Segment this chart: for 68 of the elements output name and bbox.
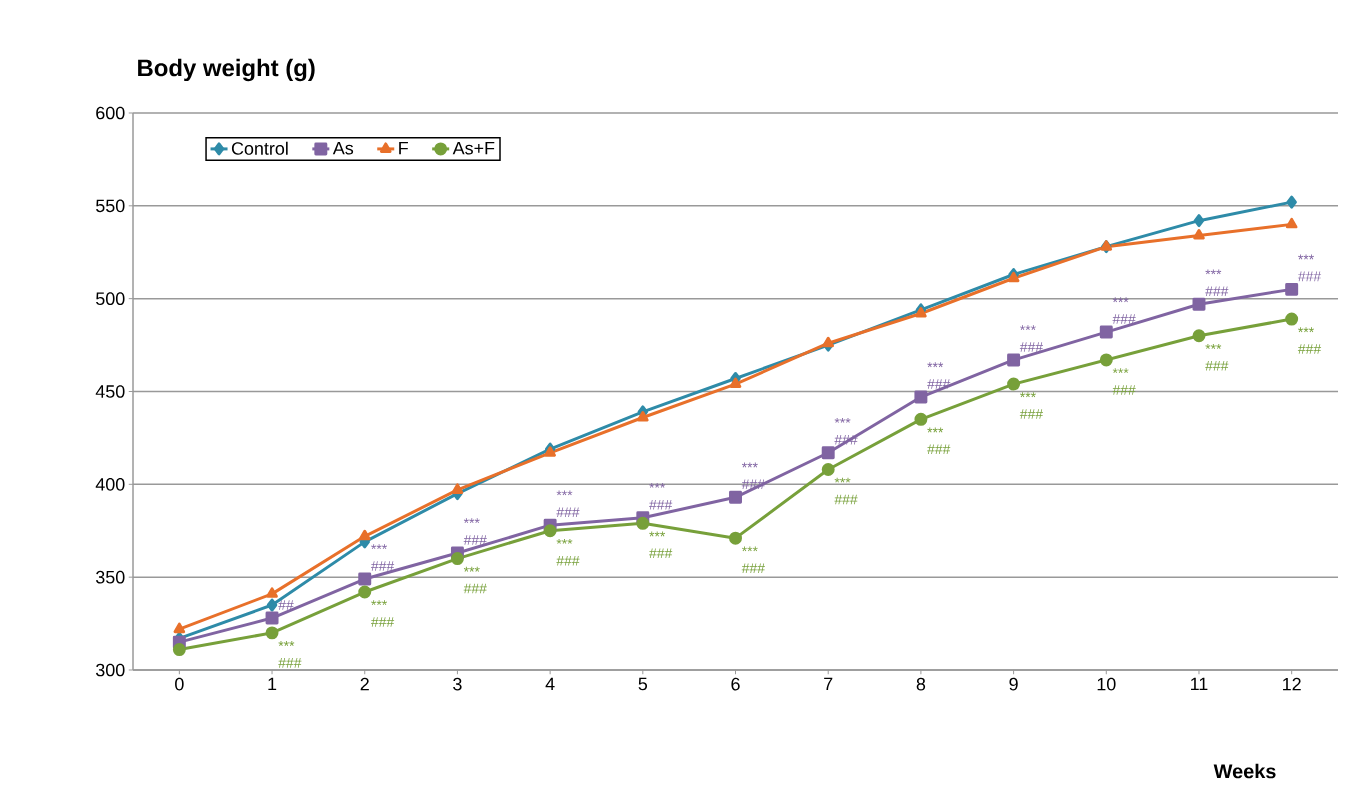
annotation: *** xyxy=(741,462,758,468)
y-tick-label: 550 xyxy=(96,199,125,213)
y-tick-label: 350 xyxy=(96,570,125,584)
annotation: ### xyxy=(1297,271,1322,282)
annotation: ### xyxy=(556,555,580,566)
annotation: ### xyxy=(1112,314,1136,324)
annotation: *** xyxy=(463,518,480,524)
y-tick-label: 400 xyxy=(95,477,125,491)
annotation: *** xyxy=(556,538,573,544)
annotation: ### xyxy=(371,617,395,627)
annotation: ### xyxy=(371,561,395,571)
annotation: ### xyxy=(1205,286,1229,296)
x-tick-label: 11 xyxy=(1191,677,1208,691)
x-tick-label: 12 xyxy=(1283,677,1301,691)
annotation: ### xyxy=(1297,344,1322,354)
annotation: ### xyxy=(463,583,487,594)
annotation: ### xyxy=(278,658,302,668)
x-tick-label: 9 xyxy=(1009,677,1018,691)
annotation: ## xyxy=(278,600,294,610)
annotation: ### xyxy=(1205,361,1229,371)
x-tick-label: 1 xyxy=(268,677,277,691)
x-tick-label: 8 xyxy=(916,677,926,691)
annotation: *** xyxy=(556,490,573,496)
y-tick-label: 300 xyxy=(96,663,125,677)
x-tick-label: 10 xyxy=(1097,677,1116,691)
annotation: *** xyxy=(371,544,388,550)
x-tick-label: 2 xyxy=(360,677,369,691)
annotation: ### xyxy=(463,535,487,545)
legend-label: Control xyxy=(231,141,288,155)
annotation: *** xyxy=(1298,254,1314,260)
legend-label: As xyxy=(332,141,354,155)
y-tick-label: 450 xyxy=(95,385,125,398)
annotation: ### xyxy=(1112,385,1136,395)
x-tick-label: 3 xyxy=(453,677,462,691)
legend-label: F xyxy=(399,141,408,155)
annotation: *** xyxy=(927,427,944,433)
annotation: ### xyxy=(556,507,580,517)
y-tick-label: 500 xyxy=(96,292,125,305)
y-axis-title: Body weight (g) xyxy=(138,58,315,82)
annotation: ### xyxy=(741,563,765,573)
text: Weeks xyxy=(1213,763,1276,779)
annotation: *** xyxy=(834,477,851,483)
annotation: ### xyxy=(1019,409,1043,419)
annotation: *** xyxy=(278,641,295,646)
annotation: ### xyxy=(834,494,858,505)
x-tick-label: 5 xyxy=(638,677,648,691)
legend-label: As+F xyxy=(452,141,495,155)
annotation: *** xyxy=(1205,269,1222,275)
annotation: *** xyxy=(649,531,666,537)
annotation: *** xyxy=(463,566,480,572)
x-tick-label: 0 xyxy=(175,677,184,691)
annotation: *** xyxy=(834,417,851,423)
y-tick-label: 600 xyxy=(96,106,125,120)
annotation: *** xyxy=(1205,343,1222,349)
annotation: *** xyxy=(1298,327,1314,333)
annotation: *** xyxy=(1112,368,1129,374)
annotation: *** xyxy=(371,600,388,606)
annotation: ### xyxy=(649,499,673,510)
annotation: ### xyxy=(927,444,951,455)
x-tick-label: 7 xyxy=(824,677,833,691)
annotation: ### xyxy=(1019,342,1043,352)
annotation: ### xyxy=(649,548,673,559)
x-tick-label: 6 xyxy=(731,677,740,691)
annotation: *** xyxy=(1020,392,1036,398)
x-tick-label: 4 xyxy=(545,677,555,691)
annotation: *** xyxy=(927,362,944,368)
annotation: *** xyxy=(741,546,758,552)
annotation: *** xyxy=(1020,325,1036,331)
